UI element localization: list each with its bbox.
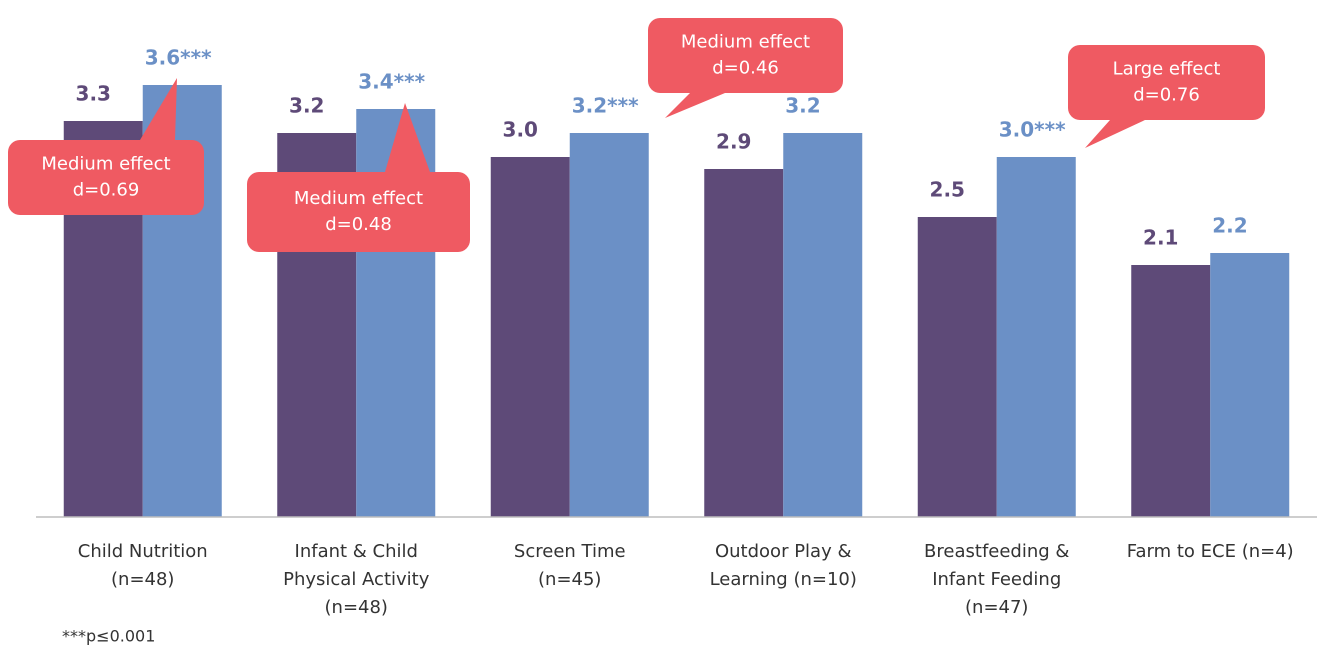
value-label: 2.2 [1212,214,1247,238]
callout-box [648,18,843,93]
callout-text: Large effect [1113,59,1221,80]
callout-tail [385,103,430,172]
value-label: 3.0*** [999,118,1066,142]
callout-text: d=0.69 [73,180,140,201]
bar [490,157,570,517]
x-tick-label: Learning (n=10) [710,569,857,590]
value-label: 3.2 [289,94,324,118]
value-label: 3.3 [76,82,111,106]
value-label: 2.5 [930,178,965,202]
callout-text: d=0.48 [325,214,392,235]
value-label: 3.0 [503,118,538,142]
bar [1131,265,1211,517]
value-label: 2.1 [1143,226,1178,250]
bar [704,169,784,517]
bar [1210,253,1290,517]
callout-text: d=0.46 [712,58,779,79]
x-tick-label: Infant Feeding [932,569,1061,590]
x-tick-label: (n=47) [965,597,1028,618]
callout-text: d=0.76 [1133,85,1200,106]
bar [996,157,1076,517]
x-tick-label: Child Nutrition [78,541,208,562]
callout-box [247,172,470,252]
value-label: 3.2 [785,94,820,118]
value-label: 3.2*** [572,94,639,118]
value-label: 3.6*** [145,46,212,70]
callout-box [1068,45,1265,120]
callout-text: Medium effect [681,32,810,53]
footnote: ***p≤0.001 [62,627,155,646]
x-tick-label: (n=48) [325,597,388,618]
callout-tail [665,93,725,118]
value-label: 2.9 [716,130,751,154]
x-tick-label: Physical Activity [283,569,430,590]
value-label: 3.4*** [358,70,425,94]
x-tick-label: (n=45) [538,569,601,590]
callout-tail [1085,120,1145,148]
x-tick-label: Outdoor Play & [715,541,852,562]
bar [917,217,997,517]
x-tick-label: Screen Time [514,541,626,562]
callout-tail [140,78,177,140]
x-tick-label: Breastfeeding & [924,541,1069,562]
callout-text: Medium effect [294,188,423,209]
callout-text: Medium effect [41,154,170,175]
callout-box [8,140,204,215]
bar [569,133,649,517]
x-tick-label: Farm to ECE (n=4) [1127,541,1294,562]
bar [783,133,863,517]
x-tick-label: Infant & Child [295,541,418,562]
x-tick-label: (n=48) [111,569,174,590]
